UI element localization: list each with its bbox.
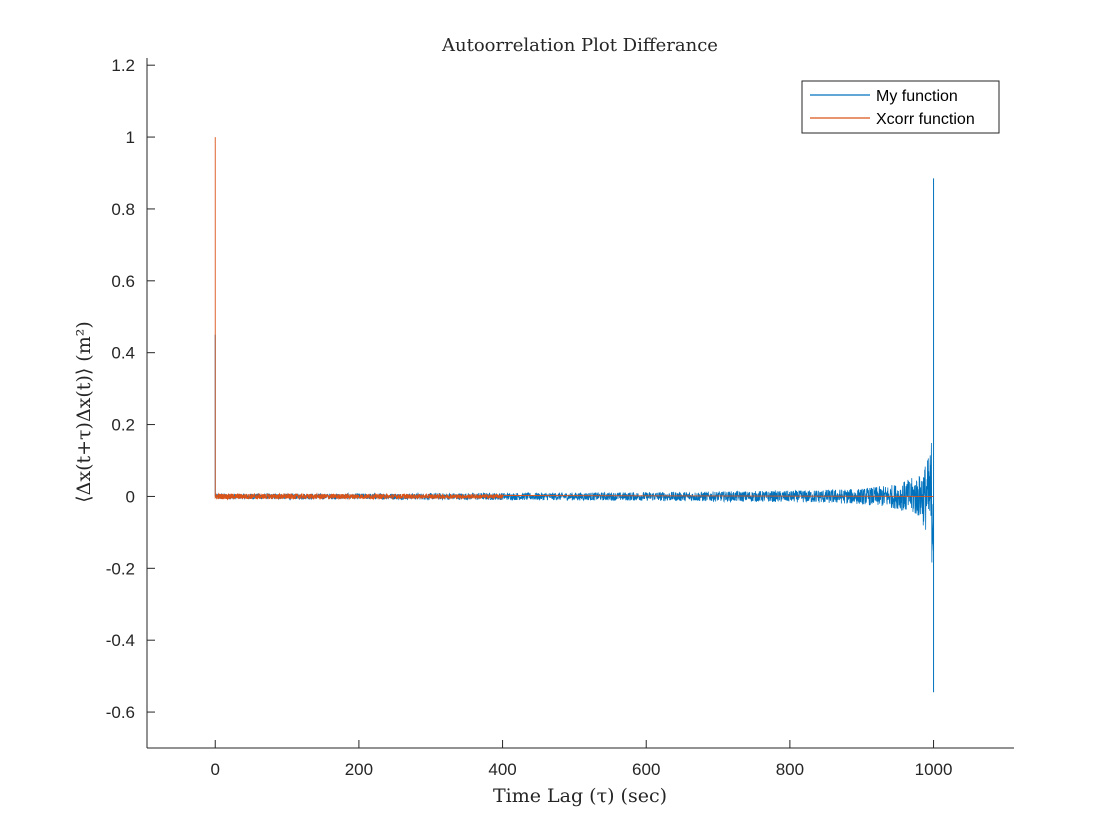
x-tick-label: 600 [632, 760, 660, 779]
y-tick-label: -0.2 [106, 559, 135, 578]
x-axis-label: Time Lag (τ) (sec) [493, 785, 667, 807]
x-tick-label: 1000 [915, 760, 953, 779]
y-tick-label: 1 [126, 128, 135, 147]
legend: My function Xcorr function [801, 80, 1000, 134]
x-axis: 0 200 400 600 800 1000 [147, 740, 1014, 779]
y-tick-label: 0 [126, 487, 135, 506]
x-tick-label: 0 [211, 760, 220, 779]
y-tick-label: 0.6 [111, 272, 135, 291]
chart-title: Autoorrelation Plot Differance [441, 35, 718, 56]
y-tick-label: 0.8 [111, 200, 135, 219]
y-tick-label: 1.2 [111, 56, 135, 75]
legend-entry-label: Xcorr function [876, 111, 975, 128]
x-tick-label: 800 [776, 760, 804, 779]
legend-box [801, 80, 1000, 134]
y-tick-label: 0.4 [111, 344, 135, 363]
plot-area [214, 137, 935, 693]
legend-entry-label: My function [876, 88, 958, 105]
y-axis-label: ⟨Δx(t+τ)Δx(t)⟩ (m²) [73, 321, 95, 503]
y-axis: -0.6 -0.4 -0.2 0 0.2 0.4 0.6 0.8 1 1.2 [106, 56, 155, 748]
x-tick-label: 200 [345, 760, 373, 779]
y-tick-label: 0.2 [111, 416, 135, 435]
y-tick-label: -0.6 [106, 703, 135, 722]
x-tick-label: 400 [488, 760, 516, 779]
y-tick-label: -0.4 [106, 631, 135, 650]
series-my-function-line [214, 443, 934, 563]
series-xcorr-function-line [214, 137, 934, 501]
